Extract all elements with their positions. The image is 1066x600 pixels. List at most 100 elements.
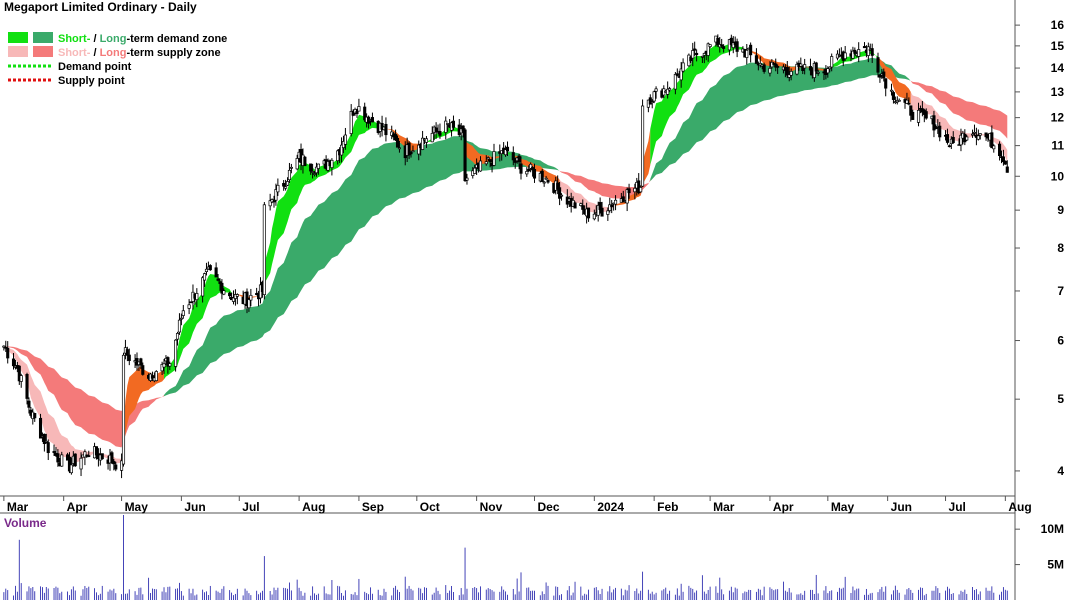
x-tick-label: Jul bbox=[949, 500, 966, 514]
candle-body bbox=[79, 457, 83, 470]
candle-body bbox=[125, 349, 129, 356]
candle-body bbox=[127, 354, 131, 361]
candle-body bbox=[110, 452, 114, 463]
candle-body bbox=[700, 55, 704, 58]
candle-body bbox=[799, 63, 803, 67]
candle-body bbox=[504, 149, 508, 156]
x-tick-label: Sep bbox=[362, 500, 384, 514]
legend-swatch-short-supply bbox=[8, 46, 28, 57]
candle-body bbox=[673, 74, 677, 90]
candle-body bbox=[621, 196, 625, 203]
x-tick-label: May bbox=[125, 500, 149, 514]
candle-body bbox=[970, 133, 975, 136]
candle-body bbox=[284, 186, 288, 189]
candle-body bbox=[648, 97, 652, 105]
candle-body bbox=[758, 63, 762, 66]
candle-body bbox=[650, 101, 654, 103]
candle-body bbox=[843, 52, 847, 60]
candle-body bbox=[785, 67, 789, 76]
candle-body bbox=[11, 358, 16, 367]
volume-label: Volume bbox=[4, 516, 47, 530]
zone-band bbox=[164, 273, 234, 380]
candle-body bbox=[202, 273, 207, 281]
candle-body bbox=[808, 66, 813, 71]
x-tick-label: Mar bbox=[713, 500, 735, 514]
x-tick-label: Feb bbox=[657, 500, 678, 514]
candle-body bbox=[174, 339, 178, 367]
candle-body bbox=[73, 453, 77, 467]
candle-body bbox=[774, 63, 778, 68]
candle-body bbox=[754, 55, 758, 64]
candle-body bbox=[27, 400, 31, 408]
candle-body bbox=[218, 281, 222, 284]
candle-body bbox=[355, 111, 359, 115]
candle-body bbox=[542, 181, 546, 184]
candle-body bbox=[285, 181, 290, 186]
x-axis: Mar Apr May Jun Jul Aug Sep Oct Nov Dec 2024 Feb Mar… bbox=[3, 496, 1032, 514]
candle-body bbox=[446, 123, 450, 125]
candle-body bbox=[100, 453, 104, 460]
candle-body bbox=[959, 134, 963, 146]
candle-body bbox=[363, 106, 367, 121]
candlesticks bbox=[2, 34, 1009, 479]
candle-body bbox=[787, 74, 791, 78]
candle-body bbox=[614, 199, 618, 205]
candle-body bbox=[544, 177, 548, 180]
candle-body bbox=[295, 158, 299, 170]
zone-band bbox=[426, 125, 466, 147]
candle-body bbox=[932, 115, 936, 131]
y-tick-label: 10 bbox=[1051, 169, 1065, 183]
legend-long-label: Long bbox=[100, 47, 127, 59]
candle-body bbox=[114, 464, 118, 470]
candle-body bbox=[633, 187, 637, 193]
candle-body bbox=[857, 49, 861, 57]
volume-panel: Volume 5M 10M bbox=[3, 515, 1064, 600]
candle-body bbox=[486, 157, 490, 160]
candle-body bbox=[762, 64, 766, 72]
candle-body bbox=[44, 440, 48, 443]
candle-body bbox=[990, 132, 994, 149]
candle-body bbox=[451, 120, 456, 128]
candle-body bbox=[768, 68, 772, 74]
candle-body bbox=[882, 71, 886, 79]
y-tick-label: 6 bbox=[1057, 334, 1064, 348]
candle-body bbox=[546, 180, 550, 183]
candle-body bbox=[532, 168, 537, 179]
candle-body bbox=[579, 203, 583, 206]
y-tick-label: 4 bbox=[1057, 464, 1064, 478]
candle-body bbox=[175, 333, 180, 340]
candle-body bbox=[511, 152, 515, 161]
candle-body bbox=[731, 42, 735, 48]
candle-body bbox=[181, 310, 185, 316]
candle-body bbox=[652, 91, 656, 102]
y-axis: 4 5 6 7 8 9 10 11 12 13 14 15 16 bbox=[1015, 18, 1064, 478]
candle-body bbox=[421, 137, 425, 150]
candle-body bbox=[924, 111, 928, 119]
candle-body bbox=[814, 62, 818, 72]
candle-body bbox=[208, 265, 212, 271]
legend-supply-zone: Short- / Long-term supply zone bbox=[58, 47, 221, 59]
candle-body bbox=[235, 294, 239, 297]
candle-body bbox=[478, 160, 483, 172]
x-tick-label: May bbox=[831, 500, 855, 514]
candle-body bbox=[42, 433, 46, 445]
candle-body bbox=[581, 205, 585, 210]
candle-body bbox=[87, 455, 91, 457]
y-tick-label: 11 bbox=[1051, 139, 1064, 153]
y-tick-label: 14 bbox=[1051, 61, 1065, 75]
candle-body bbox=[722, 46, 726, 49]
candle-body bbox=[2, 345, 6, 348]
candle-body bbox=[816, 71, 820, 74]
candle-body bbox=[465, 177, 469, 181]
chart-title: Megaport Limited Ordinary - Daily bbox=[4, 0, 197, 14]
candle-body bbox=[505, 146, 510, 152]
candle-body bbox=[38, 417, 43, 439]
candle-body bbox=[67, 456, 72, 472]
candle-body bbox=[395, 137, 400, 148]
legend-short-label: Short- bbox=[58, 47, 91, 59]
candle-body bbox=[600, 207, 604, 217]
zone-band bbox=[650, 57, 911, 182]
candle-body bbox=[316, 163, 320, 169]
x-tick-label: Nov bbox=[480, 500, 503, 514]
chart-frame bbox=[0, 0, 1016, 600]
